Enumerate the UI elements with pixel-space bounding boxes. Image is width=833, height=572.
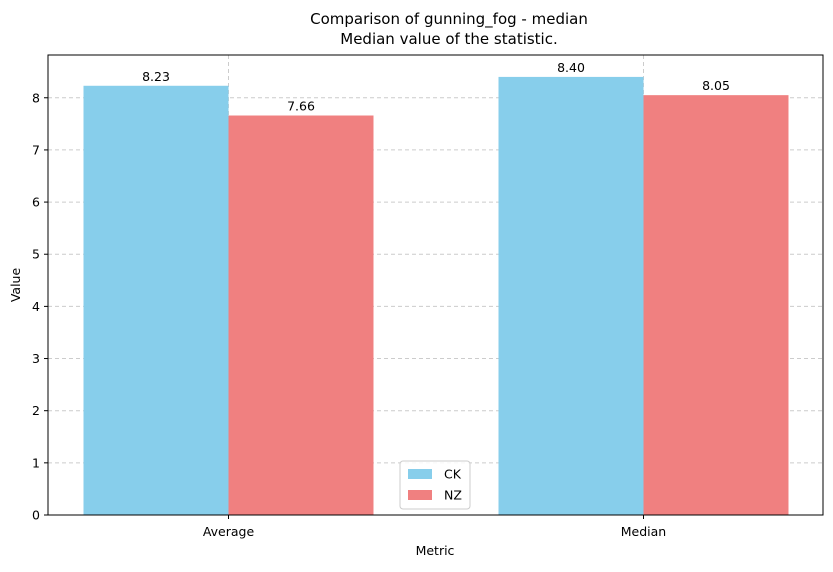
bar-nz-average xyxy=(228,115,374,515)
y-tick-label-1: 1 xyxy=(32,455,40,470)
legend-swatch-nz xyxy=(408,490,432,500)
y-tick-label-7: 7 xyxy=(32,142,40,157)
data-labels: 8.23 8.40 7.66 8.05 xyxy=(142,60,730,114)
legend-swatch-ck xyxy=(408,469,432,479)
y-tick-label-5: 5 xyxy=(32,247,40,262)
data-label-ck-median: 8.40 xyxy=(557,60,585,75)
chart-title: Comparison of gunning_fog - median xyxy=(310,10,588,29)
y-tick-label-2: 2 xyxy=(32,403,40,418)
x-tick-label-average: Average xyxy=(203,524,255,539)
y-axis-label: Value xyxy=(8,268,23,303)
y-tick-label-4: 4 xyxy=(32,299,40,314)
y-tick-label-0: 0 xyxy=(32,508,40,523)
x-axis-label: Metric xyxy=(416,543,455,558)
legend: CK NZ xyxy=(399,460,471,510)
x-tick-label-median: Median xyxy=(621,524,666,539)
bar-nz-median xyxy=(643,95,789,516)
chart-subtitle: Median value of the statistic. xyxy=(340,30,558,48)
y-tick-label-8: 8 xyxy=(32,90,40,105)
data-label-ck-average: 8.23 xyxy=(142,69,170,84)
data-label-nz-average: 7.66 xyxy=(287,98,315,113)
bar-ck-average xyxy=(83,85,229,516)
plot-frame xyxy=(47,54,824,516)
data-label-nz-median: 8.05 xyxy=(702,78,730,93)
y-tick-label-3: 3 xyxy=(32,351,40,366)
bar-ck-median xyxy=(498,76,644,516)
legend-label-ck: CK xyxy=(444,467,462,482)
axes: 0 1 2 3 4 5 6 7 8 Average Median xyxy=(32,54,824,539)
legend-label-nz: NZ xyxy=(444,488,462,503)
y-tick-label-6: 6 xyxy=(32,195,40,210)
bars xyxy=(83,76,789,516)
